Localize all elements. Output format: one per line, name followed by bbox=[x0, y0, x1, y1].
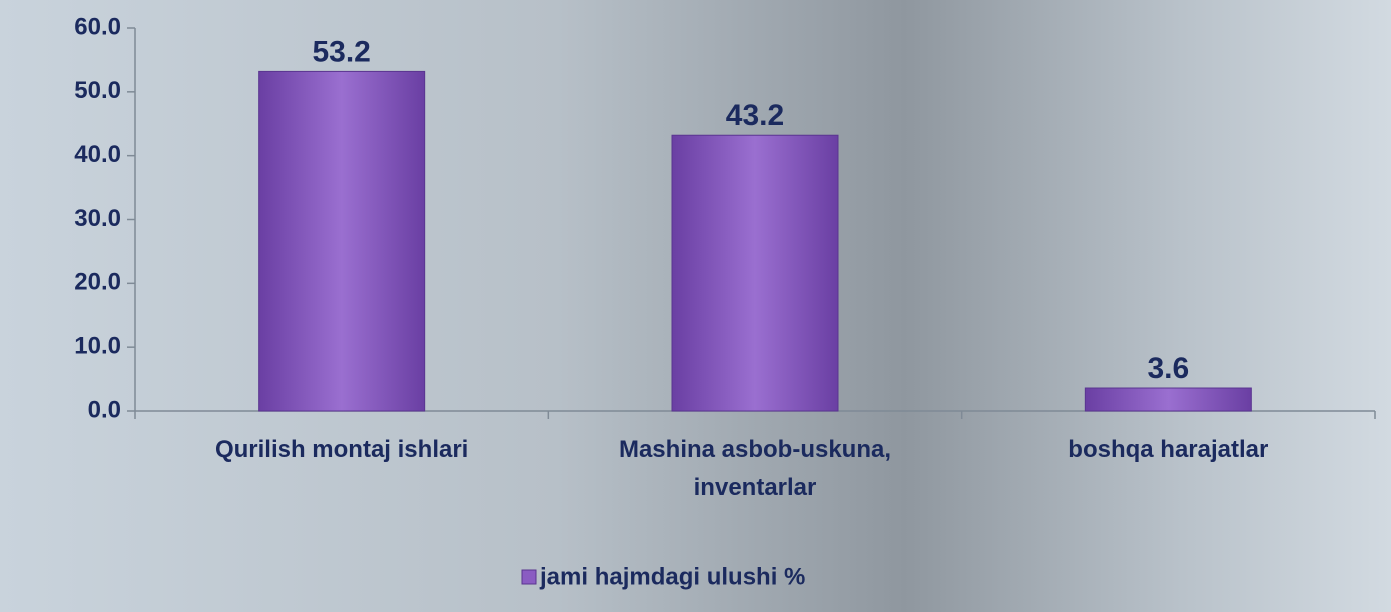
y-tick-label: 40.0 bbox=[74, 141, 121, 168]
data-label: 53.2 bbox=[312, 35, 370, 68]
x-tick-label: Mashina asbob-uskuna, inventarlar bbox=[618, 436, 892, 501]
y-tick-label: 0.0 bbox=[88, 396, 121, 423]
legend-swatch bbox=[521, 569, 537, 585]
bar bbox=[258, 70, 426, 412]
legend-label: jami hajmdagi ulushi % bbox=[539, 563, 805, 590]
y-tick-label: 20.0 bbox=[74, 269, 121, 296]
bar bbox=[671, 134, 839, 412]
x-tick-label: Qurilish montaj ishlari bbox=[214, 436, 469, 463]
data-label: 3.6 bbox=[1147, 352, 1189, 385]
x-tick-label: boshqa harajatlar bbox=[1068, 436, 1269, 463]
bar bbox=[1084, 387, 1252, 412]
y-tick-label: 60.0 bbox=[74, 13, 121, 40]
y-tick-label: 10.0 bbox=[74, 333, 121, 360]
y-tick-label: 50.0 bbox=[74, 77, 121, 104]
y-tick-label: 30.0 bbox=[74, 205, 121, 232]
data-label: 43.2 bbox=[726, 99, 784, 132]
